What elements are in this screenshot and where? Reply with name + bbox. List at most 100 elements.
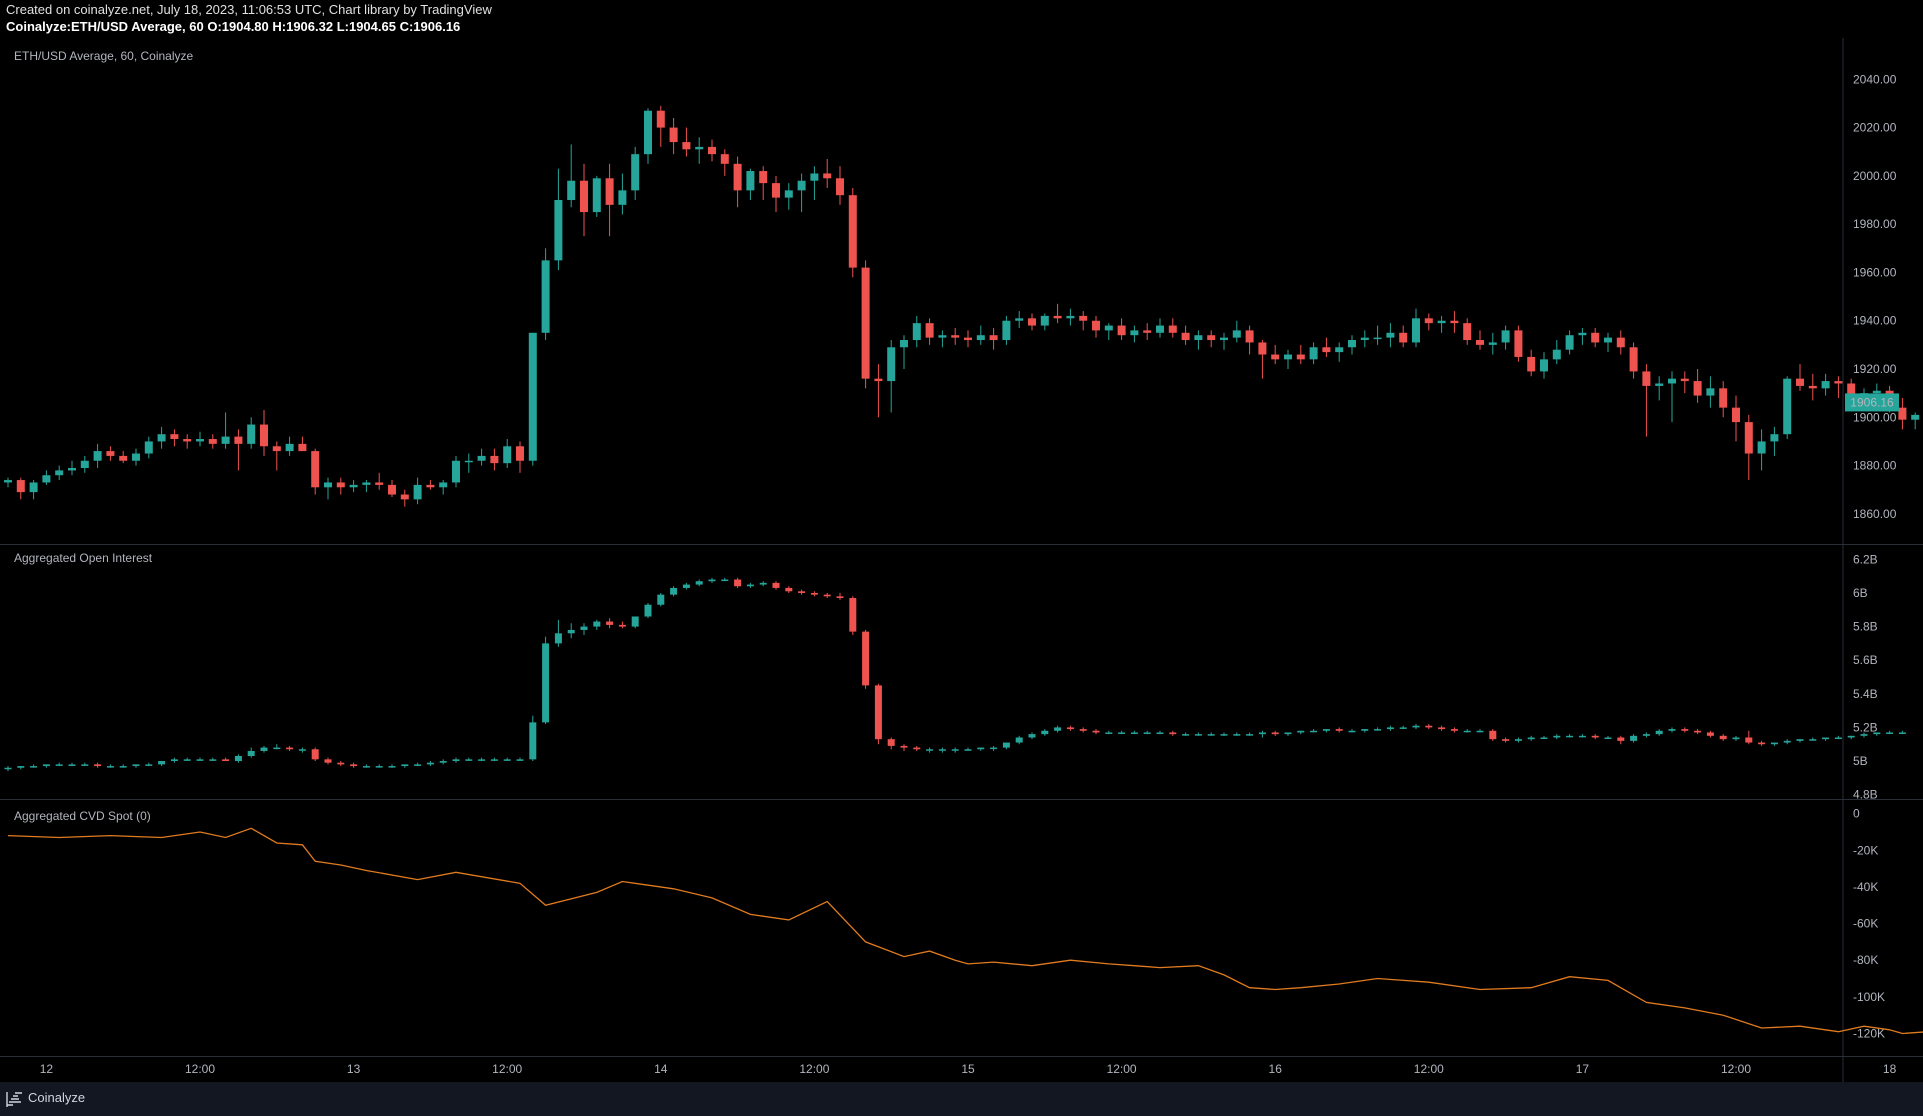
candle-body — [1757, 441, 1766, 454]
candle-body — [1181, 332, 1190, 341]
candle-body — [426, 484, 435, 488]
candle-body — [1309, 347, 1318, 360]
candle-body — [1591, 735, 1599, 738]
candle-body — [874, 378, 883, 382]
candle-body — [1117, 325, 1126, 336]
candle-body — [426, 762, 434, 765]
candle-body — [1373, 337, 1382, 340]
candle-body — [375, 766, 383, 768]
time-tick-label: 12:00 — [1721, 1062, 1751, 1076]
last-price-label: 1906.16 — [1850, 395, 1894, 409]
candle-body — [1130, 330, 1139, 336]
candle-body — [926, 749, 934, 751]
candle-body — [1438, 727, 1446, 730]
candle-body — [1015, 737, 1023, 743]
candle-body — [1822, 737, 1830, 740]
candle-body — [1783, 740, 1791, 743]
candle-body — [401, 764, 409, 767]
candle-body — [1809, 739, 1817, 741]
time-tick-label: 16 — [1269, 1062, 1283, 1076]
candle-body — [1130, 732, 1138, 734]
candle-body — [529, 722, 537, 760]
candle-body — [567, 180, 576, 201]
candle-body — [1847, 735, 1855, 738]
candle-body — [1296, 354, 1305, 360]
candle-body — [1489, 730, 1497, 740]
candle-body — [1796, 378, 1804, 386]
time-tick-label: 13 — [347, 1062, 361, 1076]
candle-body — [1143, 330, 1152, 333]
candle-body — [516, 759, 524, 761]
candle-body — [1437, 320, 1446, 324]
candle-body — [1501, 330, 1510, 343]
candle-body — [1463, 730, 1471, 733]
candle-body — [1246, 734, 1254, 736]
candle-body — [55, 764, 63, 766]
candle-body — [849, 598, 857, 632]
candle-body — [605, 178, 614, 205]
candle-body — [477, 455, 486, 461]
candle-body — [1053, 315, 1062, 319]
candle-body — [1092, 320, 1100, 331]
candle-body — [1360, 337, 1369, 341]
footer-brand: Coinalyze — [28, 1090, 86, 1105]
candle-body — [1706, 732, 1714, 736]
candle-body — [720, 154, 729, 164]
candle-body — [119, 766, 127, 768]
candle-body — [1066, 727, 1074, 730]
price-tick-label: 1900.00 — [1853, 410, 1897, 424]
candle-body — [1898, 732, 1906, 734]
candle-body — [1399, 332, 1408, 343]
candle-body — [1604, 337, 1612, 343]
candle-body — [1002, 320, 1011, 341]
candle-body — [30, 766, 38, 768]
candle-body — [311, 451, 320, 488]
candle-body — [1079, 315, 1088, 321]
chart-area[interactable]: ETH/USD Average, 60, Coinalyze 1860.00 188… — [0, 38, 1923, 1082]
price-tick-label: 1960.00 — [1853, 265, 1897, 279]
candle-body — [1744, 422, 1753, 454]
cvd-tick-label: 0 — [1853, 807, 1860, 821]
created-on-text: Created on coinalyze.net, July 18, 2023,… — [6, 2, 492, 17]
candle-body — [848, 195, 857, 268]
candle-body — [657, 594, 665, 605]
candle-body — [1502, 739, 1510, 741]
candle-body — [1310, 730, 1318, 733]
candle-body — [272, 446, 281, 452]
candle-body — [797, 180, 806, 191]
candle-body — [951, 749, 959, 751]
candle-body — [196, 759, 204, 761]
candle-body — [1220, 337, 1228, 341]
candle-body — [1232, 330, 1241, 338]
candle-body — [132, 764, 140, 767]
candle-body — [1028, 318, 1036, 326]
candle-body — [132, 453, 140, 461]
candle-body — [823, 173, 832, 179]
candle-body — [1386, 332, 1395, 338]
candle-body — [644, 604, 652, 617]
last-price-badge — [1845, 393, 1899, 412]
candle-body — [183, 759, 191, 761]
candle-body — [1758, 742, 1766, 745]
candle-body — [158, 761, 166, 765]
candle-body — [1424, 318, 1433, 324]
candle-body — [350, 764, 358, 767]
candle-body — [516, 446, 524, 461]
candle-body — [400, 494, 409, 500]
candle-body — [1578, 332, 1587, 336]
candle-body — [490, 759, 498, 761]
candle-body — [145, 764, 153, 766]
candle-body — [1207, 734, 1215, 736]
candle-body — [977, 747, 985, 750]
candle-body — [644, 110, 652, 155]
candle-body — [68, 764, 76, 766]
candle-body — [478, 759, 486, 761]
candle-body — [17, 766, 25, 768]
candle-body — [1808, 385, 1817, 389]
symbol-label: Coinalyze:ETH/USD Average, 60 — [6, 19, 208, 34]
candle-body — [247, 424, 256, 444]
candle-body — [1591, 332, 1600, 343]
candle-body — [1412, 725, 1420, 728]
candle-body — [260, 747, 268, 751]
candle-body — [1233, 734, 1241, 736]
